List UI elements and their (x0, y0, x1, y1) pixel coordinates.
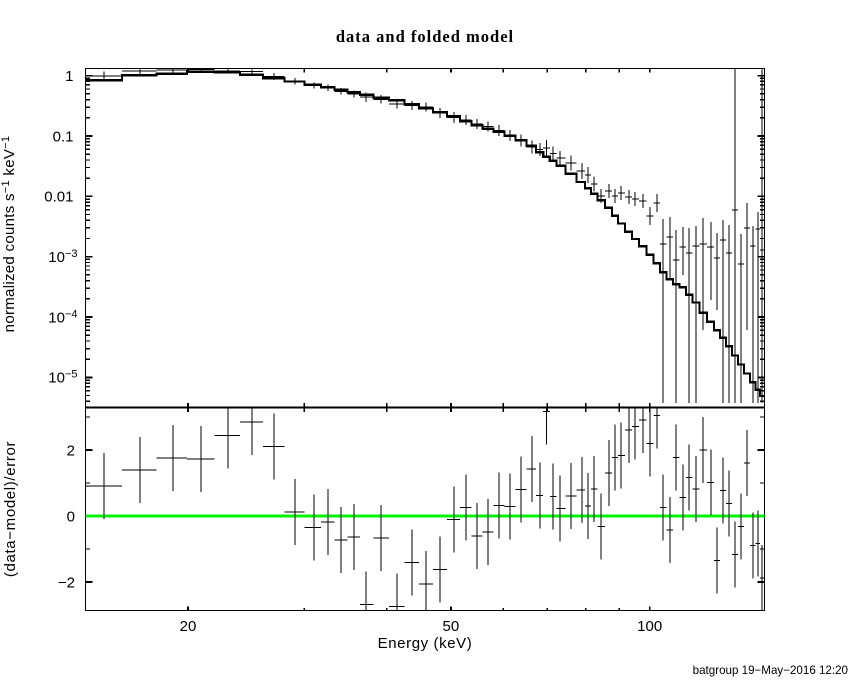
svg-text:−2: −2 (58, 574, 75, 591)
svg-text:data and folded model: data and folded model (336, 27, 514, 46)
svg-text:50: 50 (442, 618, 459, 635)
svg-text:1: 1 (65, 68, 73, 85)
svg-text:0.1: 0.1 (53, 128, 74, 145)
svg-text:batgroup 19−May−2016 12:20: batgroup 19−May−2016 12:20 (693, 664, 848, 677)
svg-text:normalized counts s−1 keV−1: normalized counts s−1 keV−1 (0, 136, 18, 333)
svg-text:Energy (keV): Energy (keV) (378, 635, 473, 652)
svg-text:2: 2 (67, 442, 75, 459)
svg-text:(data−model)/error: (data−model)/error (2, 441, 19, 577)
svg-text:100: 100 (637, 618, 662, 635)
svg-text:20: 20 (180, 618, 197, 635)
svg-text:0: 0 (67, 508, 75, 525)
svg-text:0.01: 0.01 (44, 189, 73, 206)
